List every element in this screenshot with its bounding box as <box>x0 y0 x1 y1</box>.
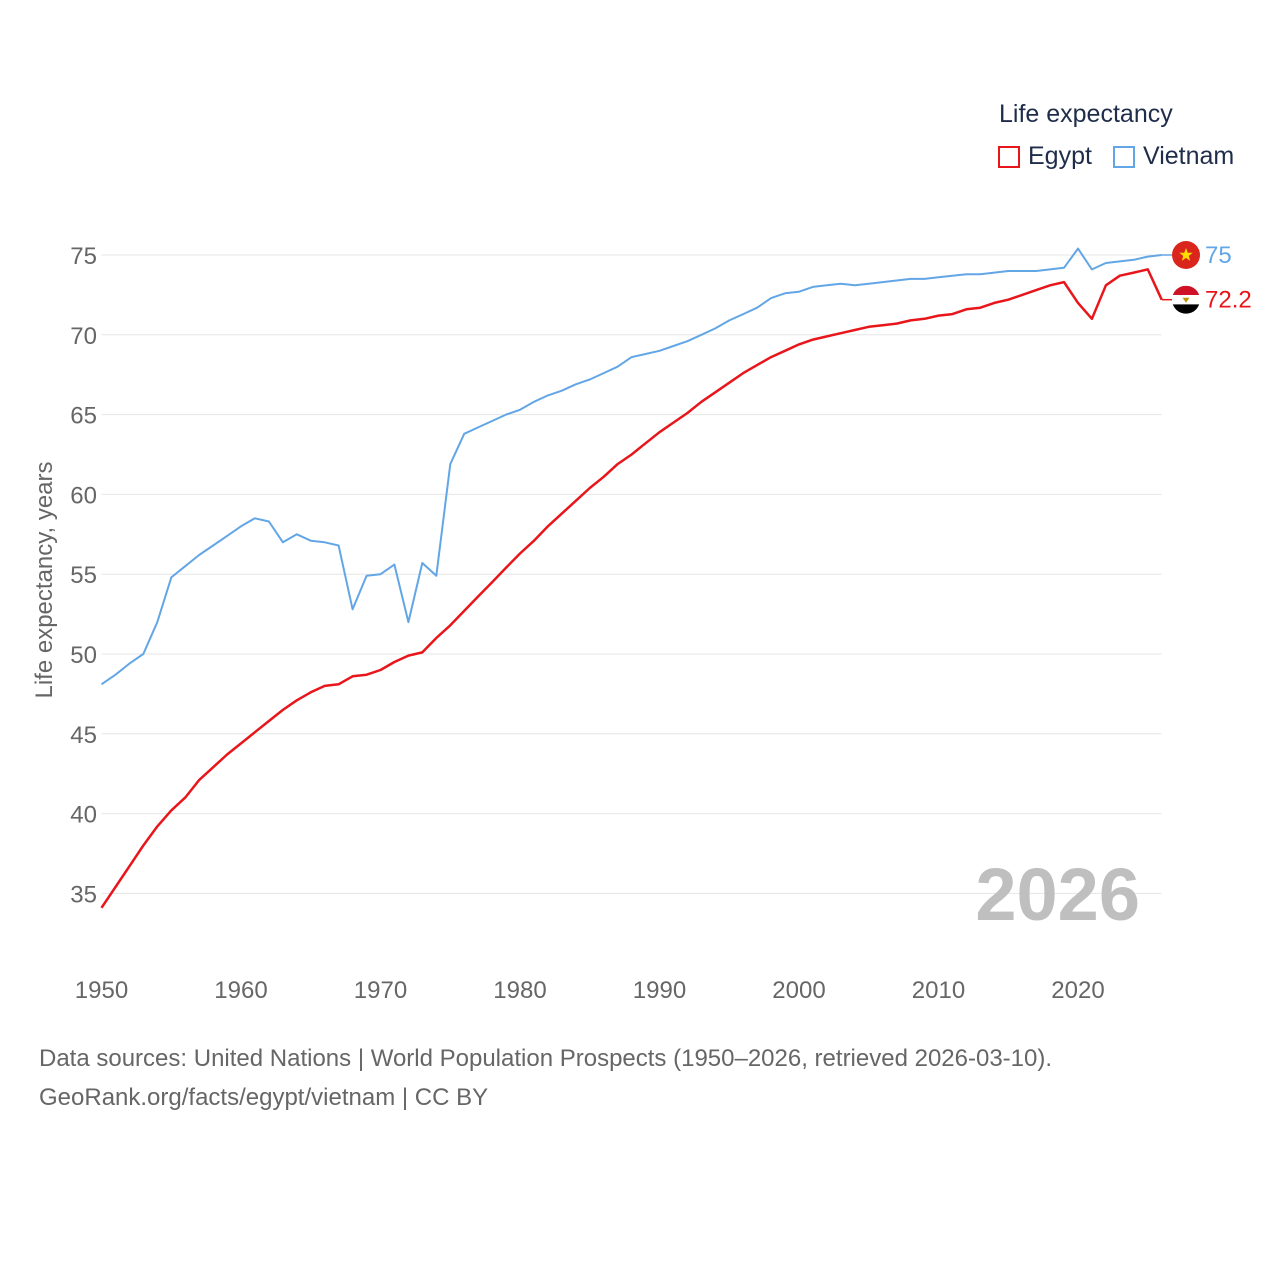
legend-item-vietnam[interactable]: Vietnam <box>1113 142 1234 171</box>
x-tick-label: 1970 <box>354 977 407 1004</box>
y-tick-label: 50 <box>70 642 97 669</box>
x-tick-label: 2010 <box>912 977 965 1004</box>
egypt-flag-icon <box>1172 285 1200 314</box>
series-line-vietnam <box>100 247 1162 686</box>
y-tick-label: 75 <box>70 243 97 270</box>
x-tick-label: 1980 <box>493 977 546 1004</box>
y-axis-title: Life expectancy, years <box>31 461 58 698</box>
legend-label-vietnam: Vietnam <box>1143 142 1235 170</box>
legend-label-egypt: Egypt <box>1028 142 1092 170</box>
egypt-flag-red-band <box>1172 285 1200 296</box>
y-tick-label: 65 <box>70 403 97 430</box>
y-tick-label: 35 <box>70 881 97 908</box>
credit-link[interactable]: GeoRank.org/facts/egypt/vietnam | CC BY <box>39 1084 489 1111</box>
year-watermark: 2026 <box>975 853 1140 936</box>
vietnam-flag-star <box>1179 248 1193 261</box>
y-tick-label: 70 <box>70 323 97 350</box>
x-tick-label: 1960 <box>214 977 267 1004</box>
egypt-flag-black-band <box>1172 304 1200 314</box>
egypt-flag-eagle <box>1182 297 1190 303</box>
x-tick-label: 2020 <box>1051 977 1104 1004</box>
legend-swatch-egypt <box>998 145 1020 168</box>
y-tick-label: 40 <box>70 802 97 829</box>
x-tick-label: 1990 <box>633 977 686 1004</box>
egypt-end-label: 72.2 <box>1205 287 1252 314</box>
legend-title: Life expectancy <box>999 100 1173 128</box>
x-tick-label: 1950 <box>75 977 128 1004</box>
legend-item-egypt[interactable]: Egypt <box>998 142 1092 171</box>
series-line-egypt <box>100 268 1163 909</box>
vietnam-end-label: 75 <box>1205 242 1232 269</box>
data-sources-note: Data sources: United Nations | World Pop… <box>39 1045 1053 1072</box>
y-tick-label: 45 <box>70 722 97 749</box>
y-tick-label: 55 <box>70 562 97 589</box>
vietnam-flag-icon <box>1172 241 1200 269</box>
legend-swatch-vietnam <box>1113 145 1135 168</box>
x-tick-label: 2000 <box>772 977 825 1004</box>
y-tick-label: 60 <box>70 482 97 509</box>
